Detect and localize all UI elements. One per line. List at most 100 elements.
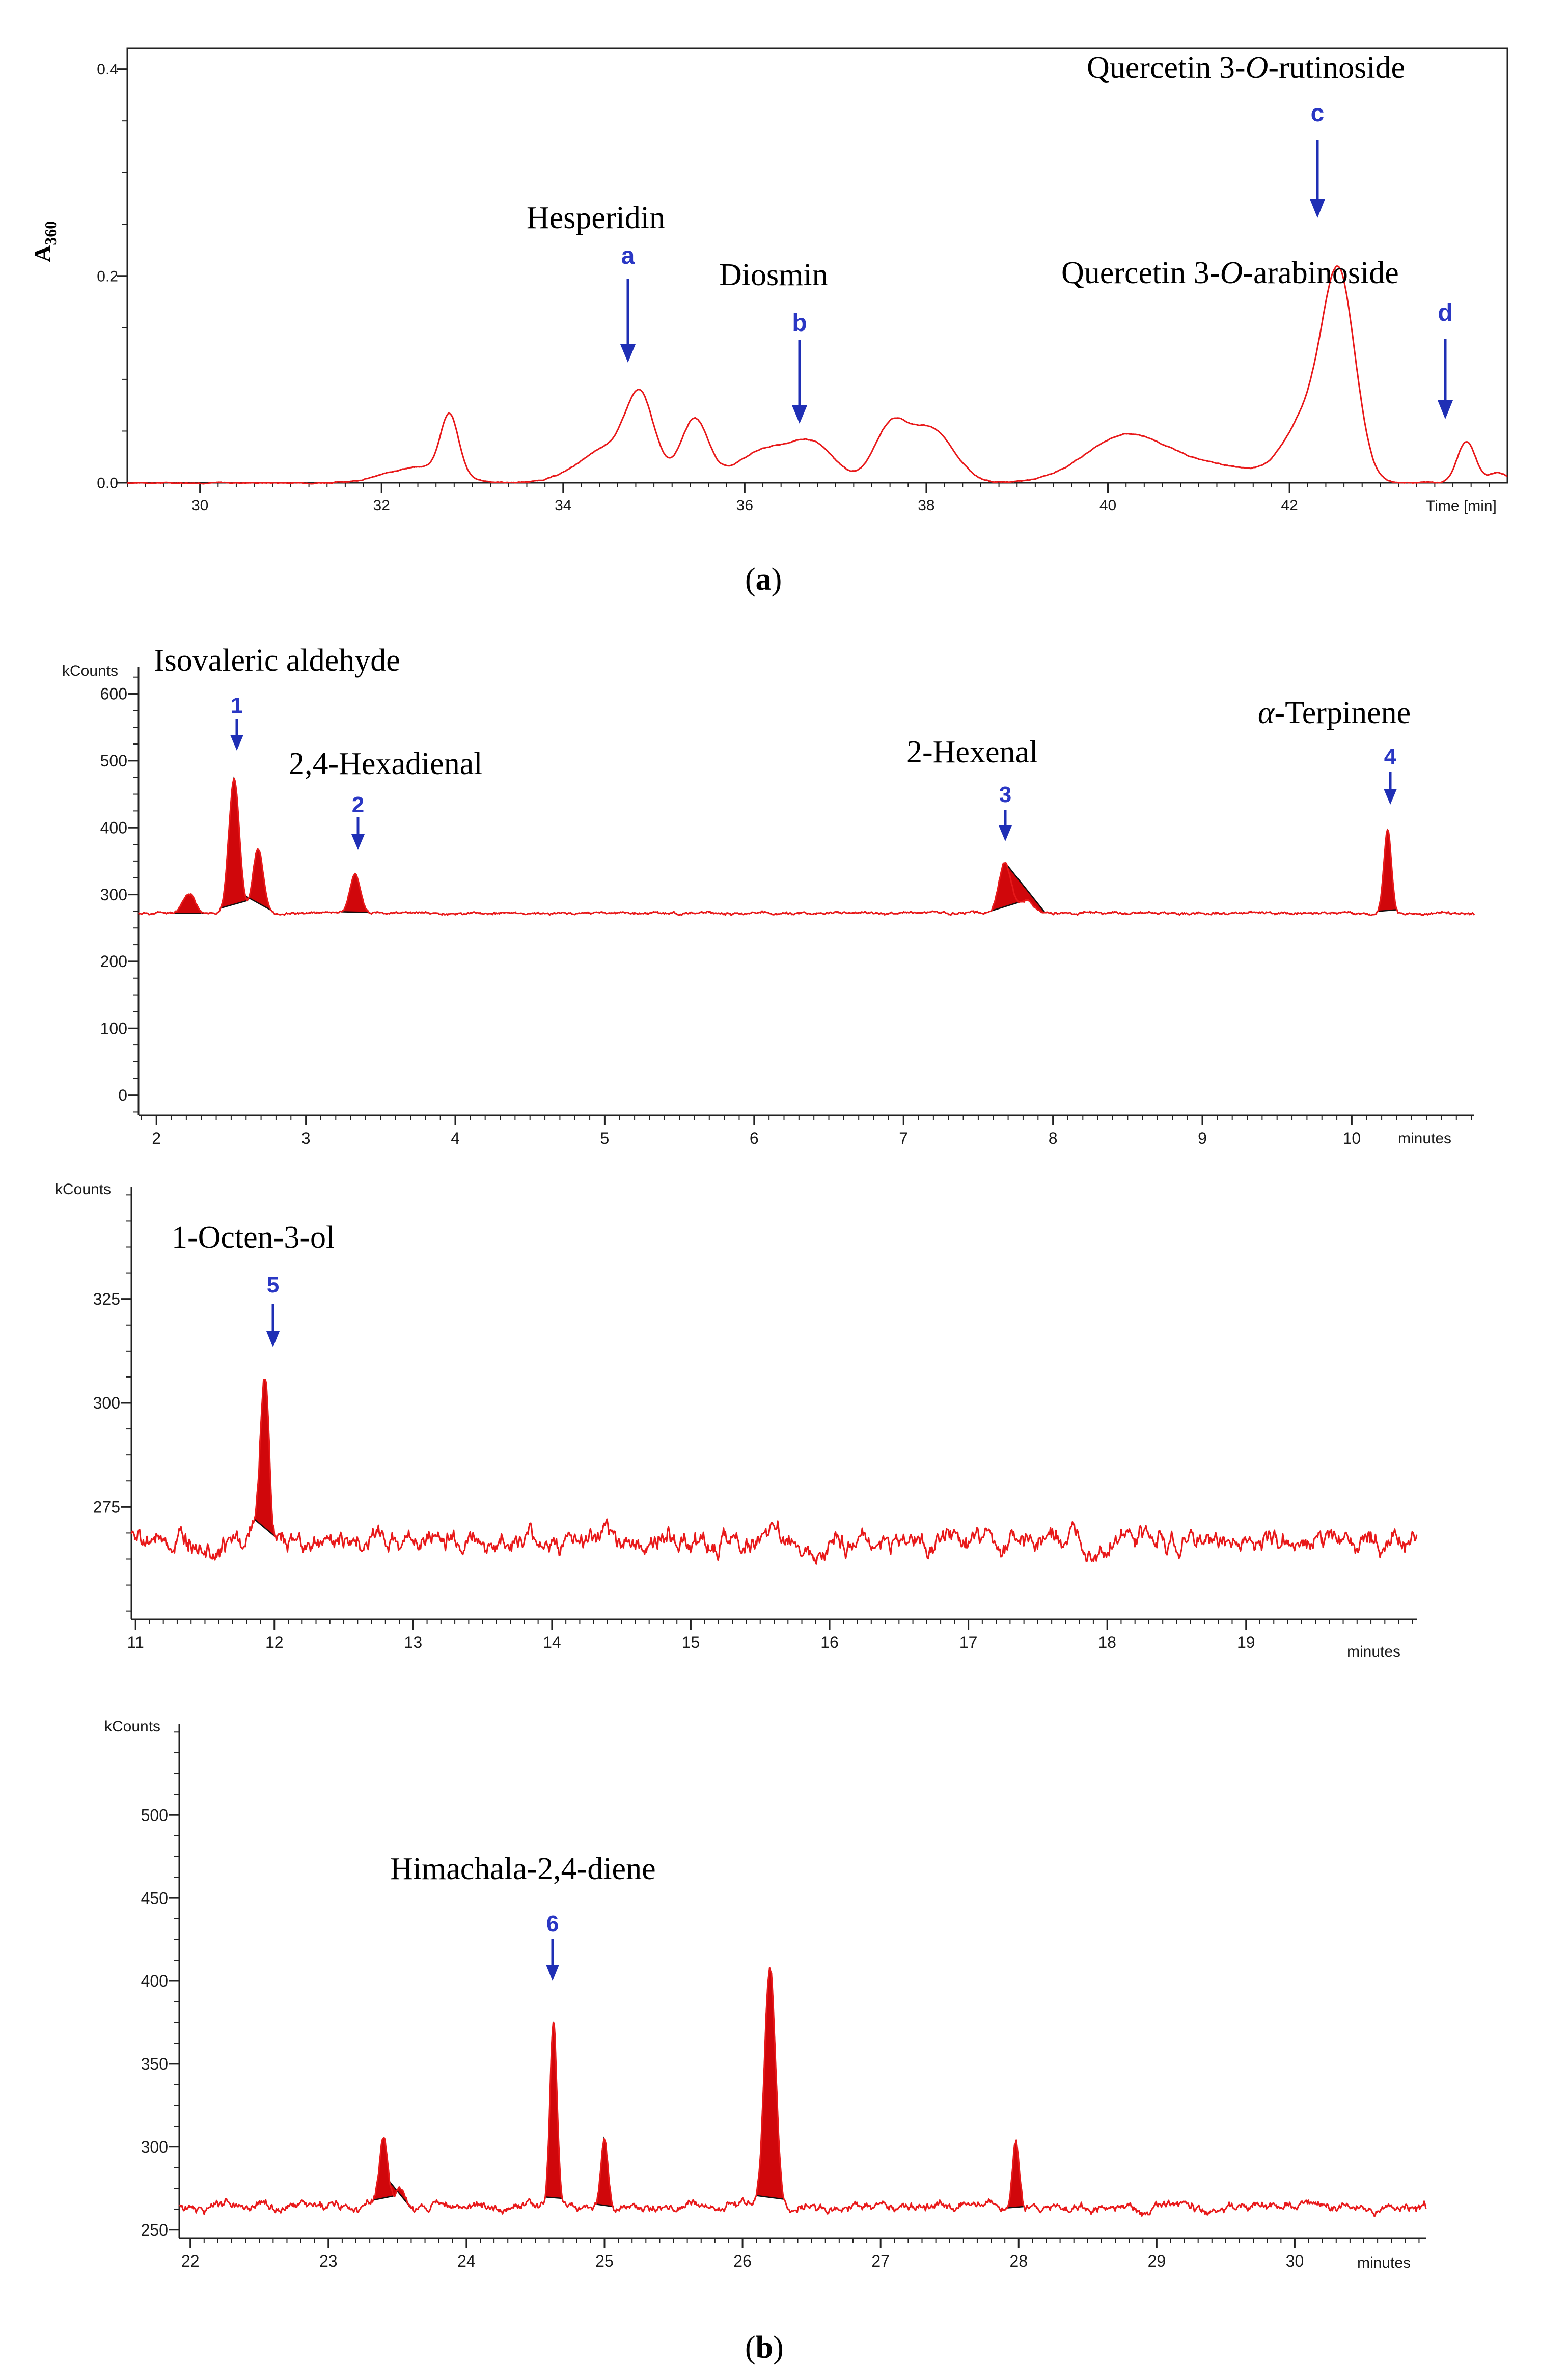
y-tick-label: 0.2 [97, 268, 118, 285]
terpinene-part-1: α [1258, 696, 1275, 730]
x-tick-label: 24 [457, 2252, 476, 2270]
x-tick-label: 25 [595, 2252, 614, 2270]
y-tick-label: 500 [100, 752, 127, 770]
y-tick-label: 350 [141, 2055, 168, 2073]
x-tick-label: 15 [682, 1633, 700, 1651]
arrow-6 [546, 1939, 559, 1981]
label-diosmin: Diosmin [719, 258, 828, 292]
label-quercetin-rutinoside: Quercetin 3-O-rutinoside [1087, 50, 1405, 85]
x-tick-label: 17 [959, 1633, 978, 1651]
label-octenol: 1-Octen-3-ol [172, 1220, 335, 1255]
arrow-4 [1384, 772, 1397, 805]
panel-b-bottom-trace [179, 1967, 1427, 2217]
y-tick-label: 300 [141, 2138, 168, 2156]
y-label-sub: 360 [41, 221, 60, 245]
y-tick-label: 325 [93, 1290, 120, 1308]
x-tick-label: 3 [301, 1129, 311, 1147]
x-tick-label: 6 [750, 1129, 759, 1147]
marker-4: 4 [1384, 744, 1397, 769]
arrow-3 [999, 810, 1012, 841]
rutinoside-part-1: Quercetin 3- [1087, 50, 1246, 85]
arrow-2 [351, 817, 365, 850]
x-tick-label: 42 [1281, 497, 1298, 514]
panel-label-a-letter: a [756, 562, 772, 597]
panel-b-middle-trace [130, 1378, 1418, 1565]
x-tick-label: 2 [152, 1129, 161, 1147]
y-label-main: A [29, 245, 55, 262]
arrow-b [792, 340, 807, 424]
x-tick-label: 4 [451, 1129, 460, 1147]
panel-b-bottom-ticks: 22 23 24 25 26 27 28 29 30 250 300 350 400 450 500 [141, 1731, 1420, 2270]
x-tick-label: 22 [181, 2252, 200, 2270]
y-tick-label: 0.4 [97, 61, 118, 78]
x-tick-label: 10 [1343, 1129, 1361, 1147]
arrow-a [620, 279, 636, 363]
marker-5: 5 [267, 1273, 279, 1298]
x-tick-label: 9 [1198, 1129, 1207, 1147]
panel-b-middle-ticks: 11 12 13 14 15 16 17 18 19 275 300 325 [93, 1194, 1413, 1651]
arabinoside-part-3: -arabinoside [1243, 256, 1398, 290]
x-tick-label: 11 [127, 1633, 144, 1651]
x-tick-label: 18 [1098, 1633, 1116, 1651]
marker-3: 3 [999, 782, 1011, 807]
label-himachala-diene: Himachala-2,4-diene [390, 1852, 656, 1886]
panel-label-b-letter: b [756, 2330, 773, 2365]
x-tick-label: 30 [191, 497, 208, 514]
panel-label-a: (a) [745, 562, 782, 597]
y-tick-label: 500 [141, 1806, 168, 1824]
arrow-c [1310, 140, 1325, 218]
y-tick-label: 0 [118, 1086, 127, 1105]
chromatogram-line [127, 265, 1508, 485]
y-tick-label: 300 [100, 886, 127, 904]
arabinoside-part-1: Quercetin 3- [1061, 256, 1220, 290]
y-tick-label: 200 [100, 952, 127, 971]
marker-c: c [1311, 100, 1325, 127]
x-tick-label: 23 [319, 2252, 338, 2270]
panel-b-bottom-y-axis-label: kCounts [104, 1718, 160, 1735]
panel-a-trace [127, 265, 1508, 485]
panel-b-bottom-axes [178, 1724, 1426, 2239]
rutinoside-part-3: -rutinoside [1268, 50, 1405, 85]
x-tick-label: 40 [1099, 497, 1116, 514]
y-tick-label: 275 [93, 1498, 120, 1517]
marker-1: 1 [231, 693, 243, 718]
label-isovaleric-aldehyde: Isovaleric aldehyde [154, 643, 400, 678]
y-tick-label: 400 [141, 1972, 168, 1990]
x-tick-label: 29 [1148, 2252, 1166, 2270]
x-tick-label: 19 [1237, 1633, 1255, 1651]
y-tick-label: 0.0 [97, 475, 118, 492]
rutinoside-part-2: O [1246, 50, 1269, 85]
x-tick-label: 27 [871, 2252, 890, 2270]
x-tick-label: 30 [1286, 2252, 1304, 2270]
y-tick-label: 300 [93, 1394, 120, 1412]
label-terpinene: α-Terpinene [1258, 696, 1411, 730]
x-tick-label: 14 [543, 1633, 561, 1651]
x-tick-label: 13 [404, 1633, 423, 1651]
panel-b-top-axes [137, 667, 1474, 1116]
panel-b-gc-chromatogram-bottom: 22 23 24 25 26 27 28 29 30 250 300 350 400 450 500 kCo… [104, 1718, 1427, 2365]
x-tick-label: 38 [918, 497, 934, 514]
arabinoside-part-2: O [1220, 256, 1243, 290]
arrow-1 [230, 719, 243, 751]
panel-b-middle-y-axis-label: kCounts [55, 1181, 111, 1198]
x-tick-label: 28 [1009, 2252, 1028, 2270]
panel-b-gc-chromatogram-middle: 11 12 13 14 15 16 17 18 19 275 300 325 kCounts minu… [55, 1181, 1418, 1660]
marker-a: a [621, 242, 635, 269]
panel-a-x-axis-label: Time [min] [1426, 498, 1497, 514]
y-tick-label: 600 [100, 685, 127, 703]
label-hexadienal: 2,4-Hexadienal [289, 747, 482, 781]
arrow-5 [266, 1304, 280, 1347]
label-hexenal: 2-Hexenal [906, 735, 1038, 769]
marker-b: b [792, 310, 807, 337]
panel-b-middle-x-axis-label: minutes [1347, 1643, 1400, 1660]
x-tick-label: 12 [265, 1633, 284, 1651]
y-tick-label: 400 [100, 818, 127, 837]
y-tick-label: 450 [141, 1889, 168, 1907]
chromatogram-line [130, 1379, 1418, 1565]
arrow-d [1438, 339, 1453, 419]
panel-label-b: (b) [745, 2330, 784, 2365]
marker-6: 6 [546, 1911, 559, 1936]
